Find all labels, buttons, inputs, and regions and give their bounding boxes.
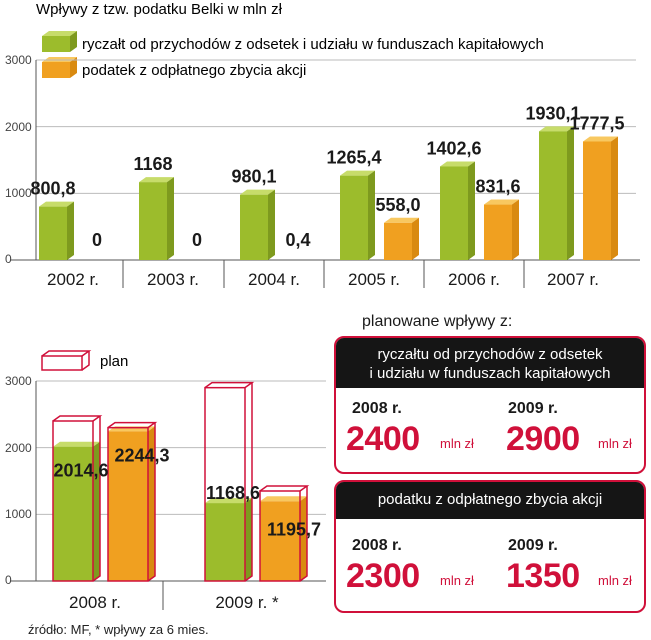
bar-ryczalt-4: [440, 161, 475, 260]
y-tick-3000-b: 3000: [5, 374, 32, 388]
bar-ryczalt-b-1: [205, 498, 252, 581]
x-tick-label-2: 2004 r.: [248, 270, 300, 289]
bar-ryczalt-1: [139, 177, 174, 260]
plan-unit: mln zł: [598, 436, 632, 451]
bar-ryczalt-3: [340, 170, 375, 260]
plan-unit: mln zł: [598, 573, 632, 588]
data-label-akcje-3: 558,0: [375, 195, 420, 215]
bar-ryczalt-2: [240, 189, 275, 260]
plan-value-2008: 2400: [346, 420, 420, 458]
plan-card-ryczalt: ryczałtu od przychodów z odsetek i udzia…: [334, 336, 646, 474]
top-chart: Wpływy z tzw. podatku Belki w mln zł ryc…: [5, 1, 640, 289]
plan-legend-icon: [41, 350, 92, 371]
data-label-akcje-5: 1777,5: [569, 114, 624, 134]
legend-swatch-green-box: [42, 31, 77, 52]
data-label-ryczalt-2: 980,1: [231, 167, 276, 187]
plan-card-akcje: podatku z odpłatnego zbycia akcji 2008 r…: [334, 480, 646, 613]
legend-swatch-green: [42, 31, 77, 52]
plan-card-header-line1: ryczałtu od przychodów z odsetek: [377, 346, 603, 363]
bottom-chart: plan 3000 2000 1000 0 2014,6 2244,3 2008 r…: [5, 350, 326, 612]
plan-unit: mln zł: [440, 573, 474, 588]
data-label-ryczalt-0: 800,8: [30, 179, 75, 199]
data-label-ryczalt-b-0: 2014,6: [53, 461, 108, 481]
data-label-akcje-1: 0: [192, 230, 202, 250]
data-label-ryczalt-4: 1402,6: [426, 138, 481, 158]
chart-title: Wpływy z tzw. podatku Belki w mln zł: [36, 1, 283, 18]
plan-card-header-line1: podatku z odpłatnego zbycia akcji: [377, 491, 603, 508]
data-label-akcje-4: 831,6: [475, 177, 520, 197]
plan-card-header-line2: i udziału w funduszach kapitałowych: [369, 365, 611, 382]
plan-legend-box: [41, 350, 92, 371]
plan-value-2008: 2300: [346, 557, 420, 595]
y-tick-1000: 1000: [5, 186, 32, 200]
plan-year-2009: 2009 r.: [508, 537, 558, 554]
data-label-ryczalt-1: 1168: [133, 154, 172, 174]
y-tick-0: 0: [5, 252, 12, 266]
bar-akcje-3: [384, 217, 419, 260]
x-tick-label-4: 2006 r.: [448, 270, 500, 289]
plan-box-ryczalt-1: [204, 381, 255, 582]
legend-series-2: podatek z odpłatnego zbycia akcji: [42, 57, 306, 79]
y-tick-3000: 3000: [5, 53, 32, 67]
x-tick-label-b-1: 2009 r. *: [215, 593, 279, 612]
bar-ryczalt-5: [539, 126, 574, 261]
plan-unit: mln zł: [440, 436, 474, 451]
legend-series-1: ryczałt od przychodów z odsetek i udział…: [42, 31, 544, 53]
x-tick-label-1: 2003 r.: [147, 270, 199, 289]
bar-akcje-b-0: [108, 426, 155, 581]
plan-year-2009: 2009 r.: [508, 400, 558, 417]
x-tick-label-3: 2005 r.: [348, 270, 400, 289]
x-tick-label-b-0: 2008 r.: [69, 593, 121, 612]
y-tick-1000-b: 1000: [5, 507, 32, 521]
y-tick-2000: 2000: [5, 120, 32, 134]
bar-akcje-4: [484, 199, 519, 260]
y-tick-0-b: 0: [5, 573, 12, 587]
legend-label-akcje: podatek z odpłatnego zbycia akcji: [82, 62, 306, 79]
data-label-akcje-b-0: 2244,3: [114, 445, 169, 465]
data-label-ryczalt-b-1: 1168,6: [206, 483, 260, 503]
plan-box-akcje-1: [259, 485, 310, 582]
plan-year-2008: 2008 r.: [352, 400, 402, 417]
x-tick-label-5: 2007 r.: [547, 270, 599, 289]
data-label-ryczalt-5: 1930,1: [525, 103, 580, 123]
plan-legend-label: plan: [100, 353, 128, 370]
plan-panel-title: planowane wpływy z:: [362, 313, 513, 330]
y-tick-2000-b: 2000: [5, 441, 32, 455]
plan-value-2009: 1350: [506, 557, 580, 595]
x-tick-label-0: 2002 r.: [47, 270, 99, 289]
data-label-ryczalt-3: 1265,4: [326, 148, 381, 168]
footnote: źródło: MF, * wpływy za 6 mies.: [28, 622, 209, 637]
plan-box-ryczalt-0: [52, 415, 103, 582]
plan-value-2009: 2900: [506, 420, 580, 458]
data-label-akcje-2: 0,4: [285, 230, 310, 250]
plan-card-header: ryczałtu od przychodów z odsetek i udzia…: [336, 338, 644, 388]
bar-ryczalt-0: [39, 201, 74, 260]
plan-box-akcje-0: [107, 421, 158, 582]
legend-label-ryczalt: ryczałt od przychodów z odsetek i udział…: [82, 36, 544, 53]
plan-year-2008: 2008 r.: [352, 537, 402, 554]
bar-ryczalt-b-0: [53, 441, 100, 581]
plan-card-header: podatku z odpłatnego zbycia akcji: [336, 482, 644, 519]
data-label-akcje-b-1: 1195,7: [267, 519, 321, 539]
bar-akcje-5: [583, 136, 618, 260]
data-label-akcje-0: 0: [92, 230, 102, 250]
bar-akcje-b-1: [260, 496, 307, 581]
